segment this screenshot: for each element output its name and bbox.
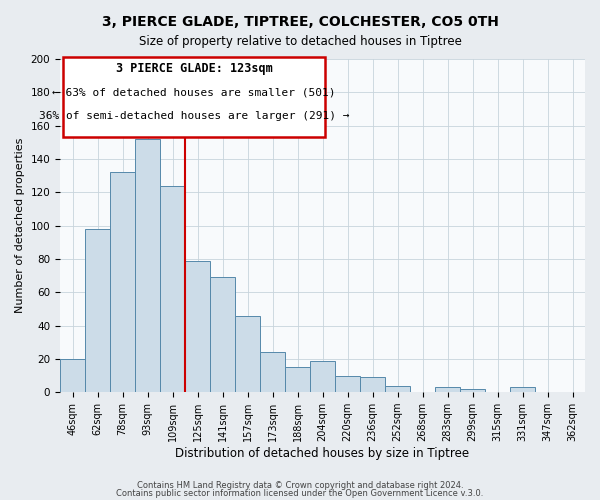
Bar — [110, 172, 135, 392]
Bar — [260, 352, 285, 392]
Bar — [460, 389, 485, 392]
Bar — [235, 316, 260, 392]
Y-axis label: Number of detached properties: Number of detached properties — [15, 138, 25, 314]
Text: Contains public sector information licensed under the Open Government Licence v.: Contains public sector information licen… — [116, 489, 484, 498]
Bar — [435, 387, 460, 392]
Bar — [185, 260, 210, 392]
Bar — [210, 278, 235, 392]
Bar — [335, 376, 360, 392]
Bar — [310, 360, 335, 392]
Bar — [85, 229, 110, 392]
Bar — [135, 139, 160, 392]
Text: Size of property relative to detached houses in Tiptree: Size of property relative to detached ho… — [139, 35, 461, 48]
FancyBboxPatch shape — [62, 58, 325, 138]
Text: 3 PIERCE GLADE: 123sqm: 3 PIERCE GLADE: 123sqm — [116, 62, 272, 76]
Text: ← 63% of detached houses are smaller (501): ← 63% of detached houses are smaller (50… — [52, 88, 335, 98]
Text: Contains HM Land Registry data © Crown copyright and database right 2024.: Contains HM Land Registry data © Crown c… — [137, 480, 463, 490]
Text: 3, PIERCE GLADE, TIPTREE, COLCHESTER, CO5 0TH: 3, PIERCE GLADE, TIPTREE, COLCHESTER, CO… — [101, 15, 499, 29]
Bar — [60, 359, 85, 392]
Bar — [160, 186, 185, 392]
Bar — [360, 377, 385, 392]
X-axis label: Distribution of detached houses by size in Tiptree: Distribution of detached houses by size … — [175, 447, 470, 460]
Bar — [285, 367, 310, 392]
Bar — [510, 387, 535, 392]
Bar — [385, 386, 410, 392]
Text: 36% of semi-detached houses are larger (291) →: 36% of semi-detached houses are larger (… — [38, 110, 349, 120]
